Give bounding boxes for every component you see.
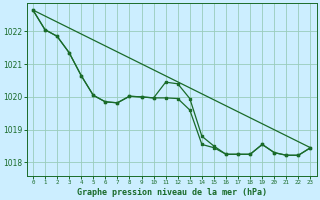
X-axis label: Graphe pression niveau de la mer (hPa): Graphe pression niveau de la mer (hPa) [77, 188, 267, 197]
